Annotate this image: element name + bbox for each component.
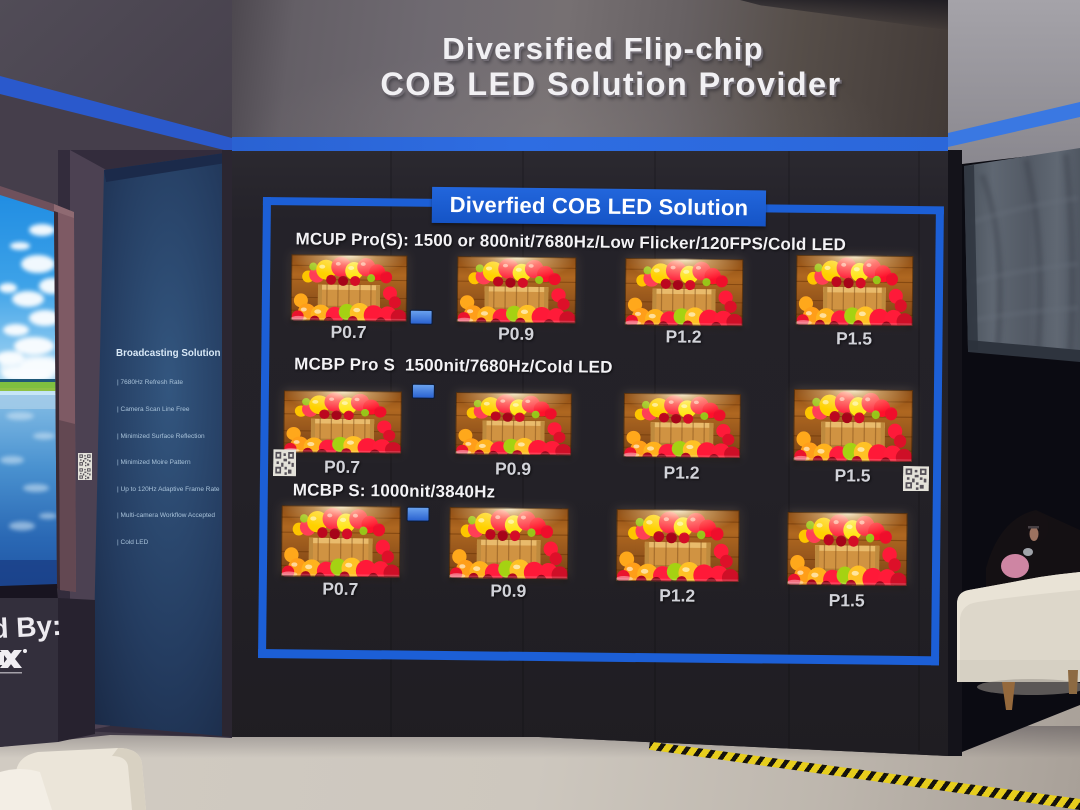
svg-text:d By:: d By: — [0, 610, 62, 645]
svg-text:Broadcasting Solution: Broadcasting Solution — [116, 348, 221, 359]
svg-text:| Minimized Moire Pattern: | Minimized Moire Pattern — [117, 459, 191, 466]
svg-text:| Cold LED: | Cold LED — [117, 539, 149, 546]
svg-text:| Up to 120Hz Adaptive Frame R: | Up to 120Hz Adaptive Frame Rate — [117, 486, 220, 493]
svg-text:| Camera Scan Line Free: | Camera Scan Line Free — [117, 406, 190, 413]
svg-text:| Minimized Surface Reflection: | Minimized Surface Reflection — [117, 433, 205, 440]
svg-text:| Multi-camera Workflow Accept: | Multi-camera Workflow Accepted — [117, 512, 215, 519]
svg-text:| 7680Hz Refresh Rate: | 7680Hz Refresh Rate — [117, 379, 183, 386]
